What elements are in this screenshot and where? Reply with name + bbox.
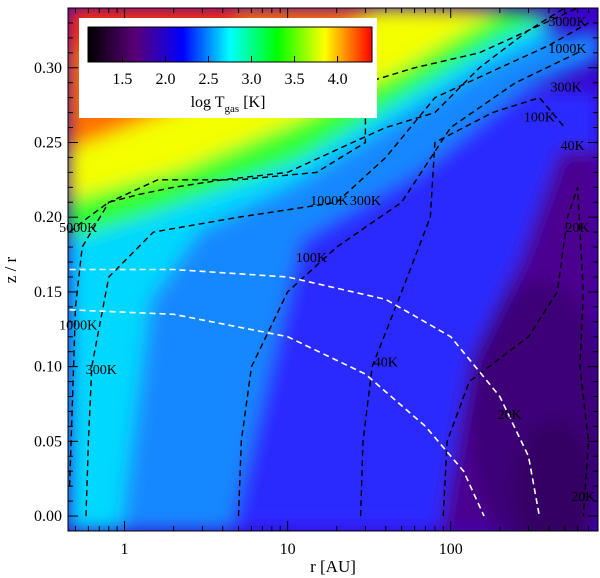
colorbar-tick-label: 4.0 [328,71,348,88]
contour-label: 20K [571,490,595,505]
y-tick-label: 0.20 [34,209,62,226]
colorbar-label-sub: gas [225,103,240,115]
contour-label: 1000K [59,318,97,333]
x-axis-label: r [AU] [310,557,356,576]
colorbar-tick-label: 2.5 [198,71,218,88]
contour-label: 20K [498,408,522,423]
colorbar-label-main: log T [191,94,225,111]
contour-label: 5000K [59,221,97,236]
contour-300k [85,22,589,517]
region-lightblue [68,30,598,531]
x-tick-label: 1 [121,541,129,558]
y-tick-label: 0.30 [34,60,62,77]
y-tick-label: 0.25 [34,134,62,151]
colorbar-tick-label: 3.5 [285,71,305,88]
colorbar-tick-label: 3.0 [242,71,262,88]
white-dashed-lines [69,268,541,517]
colorbar-bar [87,26,373,63]
region-cyan [68,20,560,531]
y-tick-label: 0.00 [34,508,62,525]
contour-label: 300K [551,81,582,96]
contour-label: 20K [566,221,590,236]
contour-1000k [68,8,578,487]
contour-20k [442,187,590,517]
contour-label: 300K [86,363,117,378]
contour-label: 1000K [548,42,586,57]
contour-5000k [69,8,566,233]
contour-40k [359,96,566,517]
contour-100k [237,52,578,517]
x-tick-label: 100 [439,541,463,558]
contour-label: 300K [350,194,381,209]
y-tick-label: 0.10 [34,359,62,376]
contour-label: 100K [296,251,327,266]
white-dashed-line-0 [69,268,541,517]
white-dashed-line-1 [69,309,485,517]
colorbar-label-unit: [K] [239,94,265,111]
contour-label: 1000K [310,194,348,209]
colorbar: 1.5 2.0 2.5 3.0 3.5 4.0 log Tgas [K] [79,18,377,118]
y-tick-label: 0.05 [34,433,62,450]
x-tick-label: 10 [280,541,296,558]
contour-label: 100K [524,111,555,126]
region-cold-core [470,280,598,531]
plot-frame [67,7,599,532]
colorbar-label: log Tgas [K] [191,94,266,115]
contour-lines [68,8,590,517]
contour-label: 40K [374,356,398,371]
colorbar-ticks: 1.5 2.0 2.5 3.0 3.5 4.0 [112,56,348,88]
region-green [68,10,560,240]
y-axis-label: z / r [1,256,20,283]
region-blue [230,90,598,531]
colorbar-tick-label: 2.0 [155,71,175,88]
x-axis-ticks: 1 10 100 [74,8,599,558]
contour-label: 40K [561,139,585,154]
y-tick-label: 0.15 [34,284,62,301]
contour-label: 5000K [548,15,586,30]
colorbar-tick-label: 1.5 [112,71,132,88]
y-axis-ticks: 0.00 0.05 0.10 0.15 0.20 0.25 0.30 [34,7,598,525]
